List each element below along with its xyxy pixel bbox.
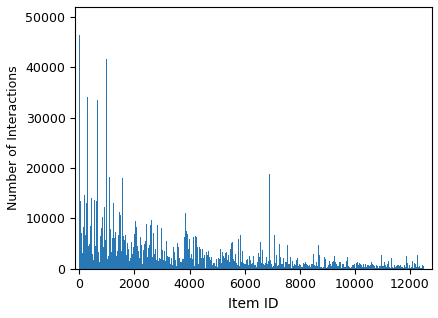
X-axis label: Item ID: Item ID [228,297,278,311]
Y-axis label: Number of Interactions: Number of Interactions [7,66,20,210]
